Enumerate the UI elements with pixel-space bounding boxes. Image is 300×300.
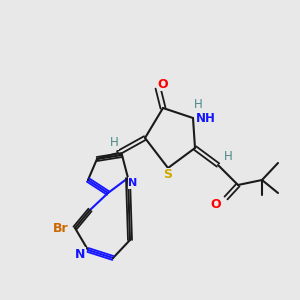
Text: S: S xyxy=(164,169,172,182)
Text: Br: Br xyxy=(53,221,69,235)
Text: O: O xyxy=(158,77,168,91)
Text: H: H xyxy=(194,98,202,110)
Text: N: N xyxy=(75,248,85,260)
Text: NH: NH xyxy=(196,112,216,124)
Text: N: N xyxy=(128,178,138,188)
Text: H: H xyxy=(110,136,118,149)
Text: O: O xyxy=(211,197,221,211)
Text: H: H xyxy=(224,151,232,164)
